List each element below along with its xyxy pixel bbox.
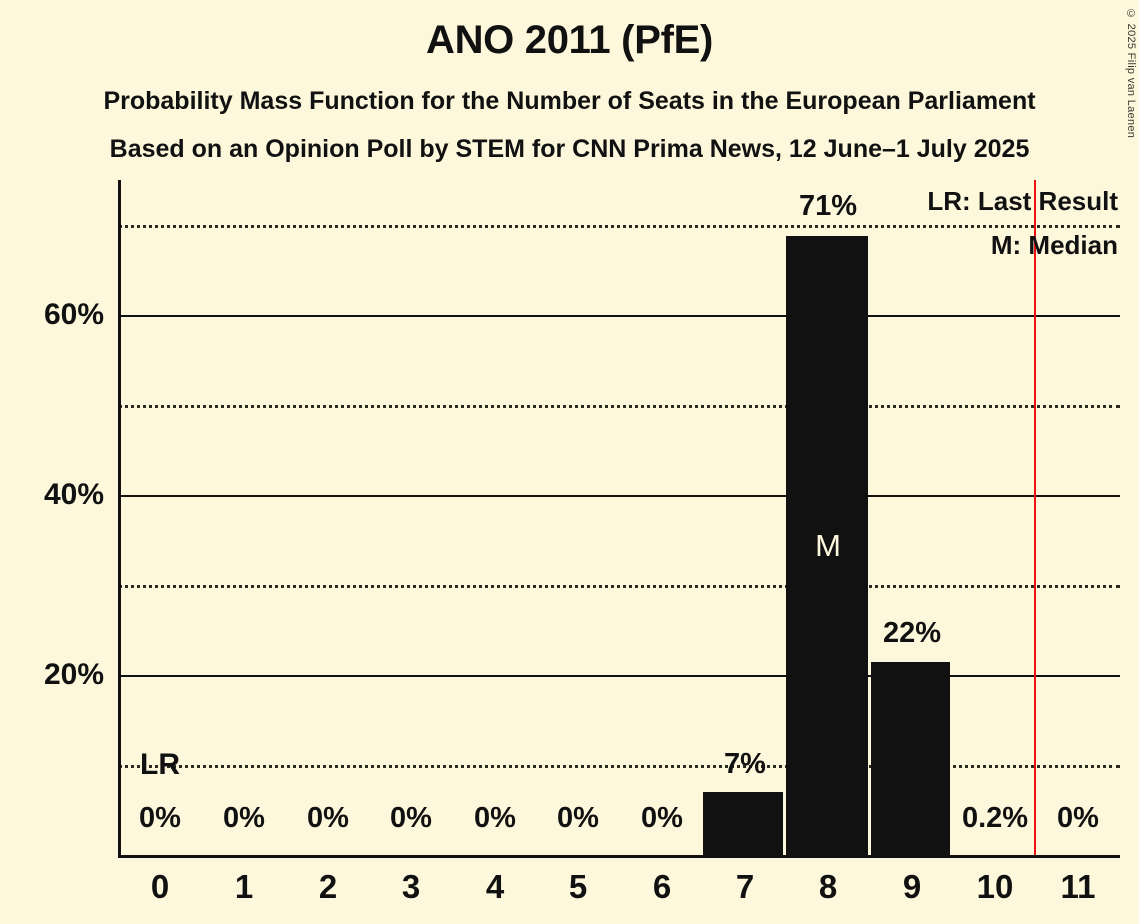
median-marker-line [1034,180,1036,855]
x-tick-label-11: 11 [1060,868,1096,905]
copyright-notice: © 2025 Filip van Laenen [1125,8,1137,139]
bar-value-seat-0: 0% [139,802,181,834]
bar-value-seat-4: 0% [474,802,516,834]
gridline-60-percent [118,315,1120,317]
gridline-50-percent [118,405,1120,408]
x-tick-label-8: 8 [818,868,838,905]
bar-value-seat-8: 71% [798,190,858,222]
legend-last-result: LR: Last Result [927,186,1118,216]
x-tick-label-7: 7 [735,868,755,905]
x-tick-label-9: 9 [902,868,922,905]
bar-seat-9[interactable] [871,662,950,855]
bar-seat-8[interactable] [786,236,868,855]
bar-value-seat-5: 0% [557,802,599,834]
chart-subtitle-source: Based on an Opinion Poll by STEM for CNN… [109,135,1030,163]
chart-title: ANO 2011 (PfE) [425,18,713,62]
y-tick-label-40: 40% [43,478,104,511]
bar-seat-7[interactable] [703,792,783,855]
gridline-30-percent [118,585,1120,588]
gridline-20-percent [118,675,1120,677]
x-tick-label-2: 2 [318,868,338,905]
bar-value-seat-3: 0% [390,802,432,834]
y-tick-label-60: 60% [43,298,104,331]
chart-subtitle-primary: Probability Mass Function for the Number… [103,87,1036,115]
bar-value-seat-6: 0% [641,802,683,834]
x-tick-label-4: 4 [485,868,505,905]
bar-value-seat-9: 22% [882,617,942,649]
gridline-10-percent [118,765,1120,768]
x-tick-label-5: 5 [568,868,588,905]
bar-value-seat-1: 0% [223,802,265,834]
x-axis-line [118,855,1120,858]
gridline-40-percent [118,495,1120,497]
median-marker-label: M [815,528,841,563]
y-axis-line [118,180,121,855]
y-tick-label-20: 20% [43,658,104,691]
x-tick-label-6: 6 [652,868,672,905]
bar-value-seat-11: 0% [1057,802,1099,834]
gridline-70-percent [118,225,1120,228]
bar-value-seat-2: 0% [307,802,349,834]
x-tick-label-1: 1 [234,868,254,905]
last-result-marker-label: LR [140,748,180,781]
plot-area: 60% 40% 20% 0% 0% 0% 0% 0% 0% 0% 7% 71% … [44,180,1120,905]
bar-value-seat-7: 7% [724,748,766,780]
bar-value-seat-10: 0.2% [961,802,1029,834]
x-tick-label-10: 10 [976,868,1014,905]
legend-median: M: Median [990,230,1118,260]
x-tick-label-0: 0 [150,868,170,905]
x-tick-label-3: 3 [401,868,421,905]
